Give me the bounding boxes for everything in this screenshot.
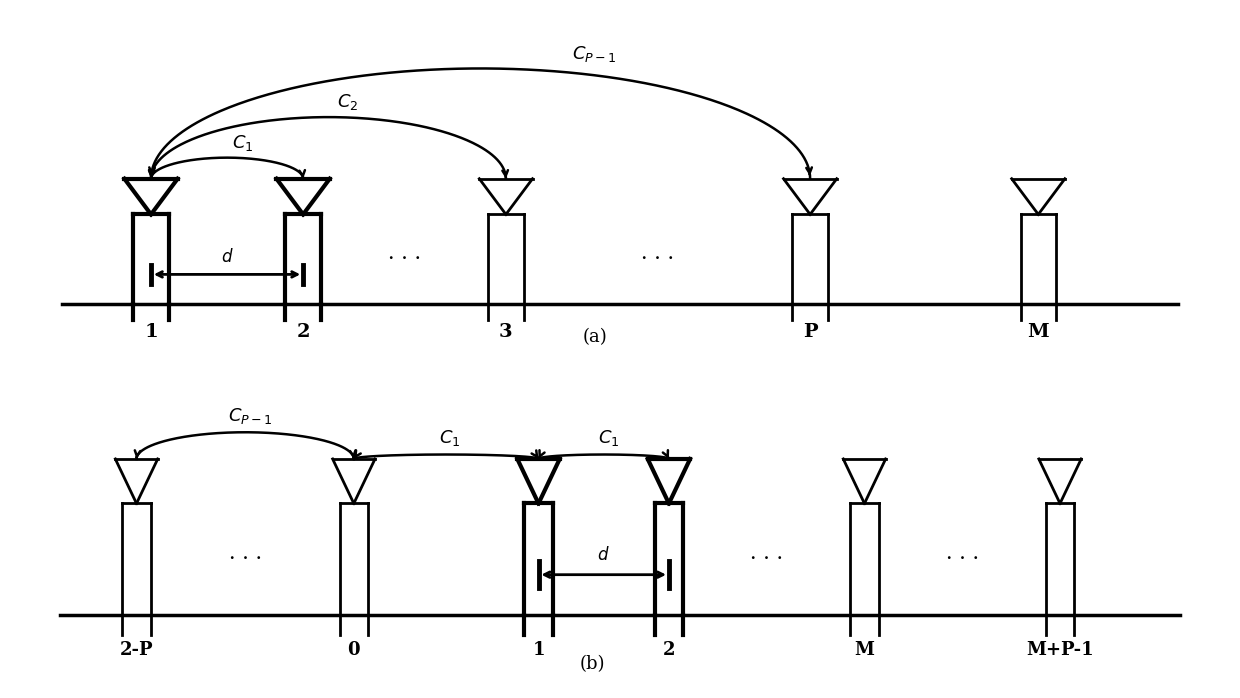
- Text: 1: 1: [532, 641, 544, 660]
- Text: 0: 0: [347, 641, 360, 660]
- Text: $d$: $d$: [598, 546, 610, 563]
- Text: (a): (a): [583, 328, 608, 346]
- Text: 3: 3: [500, 323, 512, 341]
- Text: · · ·: · · ·: [228, 549, 262, 569]
- Text: · · ·: · · ·: [641, 249, 675, 269]
- Text: P: P: [802, 323, 817, 341]
- Text: 2: 2: [296, 323, 310, 341]
- Text: $d$: $d$: [221, 248, 233, 267]
- Text: · · ·: · · ·: [946, 549, 978, 569]
- Text: $C_{P-1}$: $C_{P-1}$: [228, 406, 273, 426]
- Text: M: M: [854, 641, 874, 660]
- Text: · · ·: · · ·: [388, 249, 422, 269]
- Text: $C_1$: $C_1$: [439, 428, 460, 448]
- Text: $C_{P-1}$: $C_{P-1}$: [573, 43, 618, 64]
- Text: 2-P: 2-P: [120, 641, 154, 660]
- Text: 2: 2: [662, 641, 675, 660]
- Text: · · ·: · · ·: [750, 549, 784, 569]
- Text: $C_1$: $C_1$: [232, 133, 253, 153]
- Text: (b): (b): [580, 655, 605, 673]
- Text: M: M: [1028, 323, 1049, 341]
- Text: M+P-1: M+P-1: [1027, 641, 1094, 660]
- Text: $C_2$: $C_2$: [337, 92, 358, 112]
- Text: $C_1$: $C_1$: [599, 428, 620, 448]
- Text: 1: 1: [144, 323, 157, 341]
